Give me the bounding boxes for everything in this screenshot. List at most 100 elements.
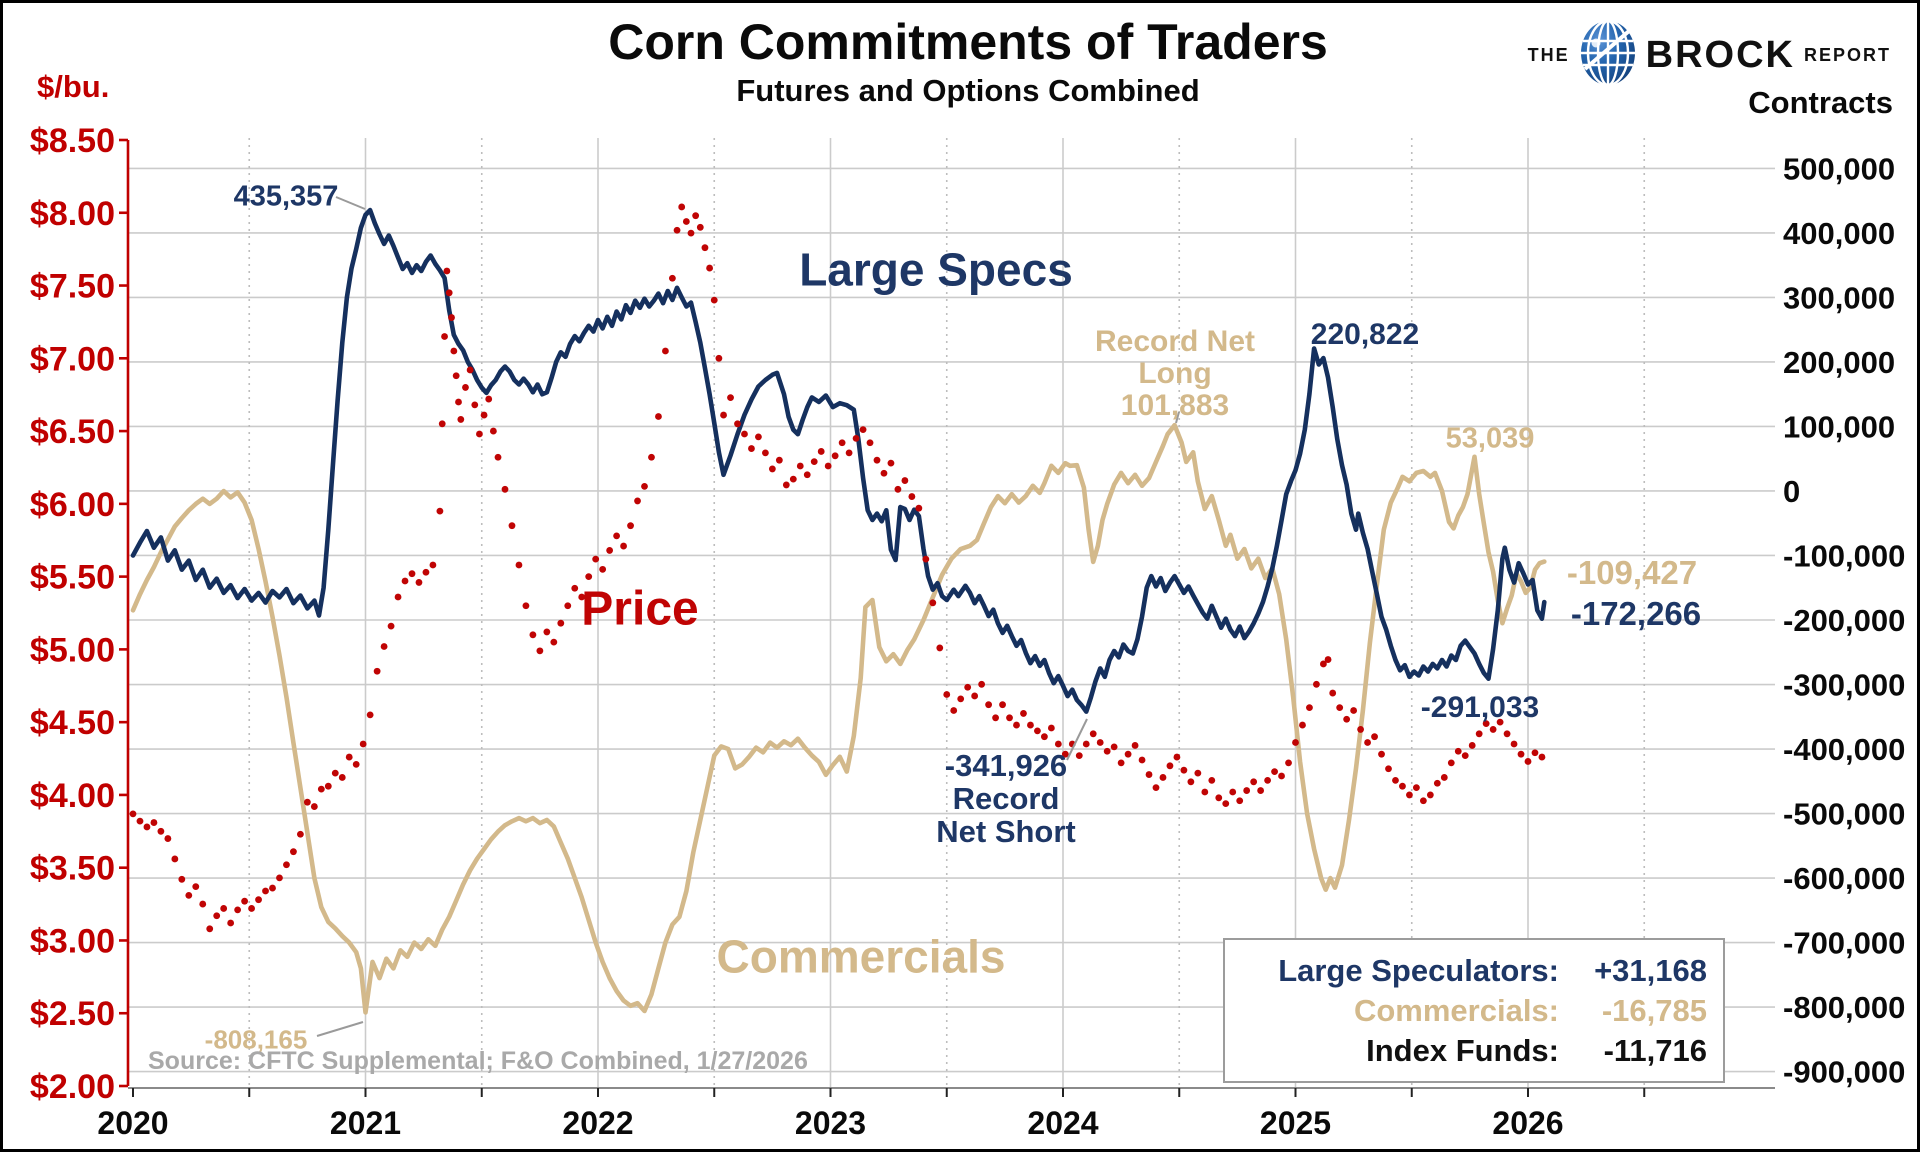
price-dot bbox=[1371, 733, 1378, 741]
price-dot bbox=[234, 906, 242, 914]
legend-row-index-funds: Index Funds: -11,716 bbox=[1235, 1035, 1707, 1066]
price-dot bbox=[1343, 715, 1351, 723]
price-dot bbox=[171, 855, 179, 863]
right-axis-tick-label: 300,000 bbox=[1783, 280, 1895, 315]
price-dot bbox=[1461, 752, 1469, 760]
price-dot bbox=[634, 497, 641, 505]
price-dot bbox=[387, 622, 395, 630]
price-dot bbox=[592, 555, 600, 563]
price-dot bbox=[950, 707, 958, 714]
price-dot bbox=[331, 769, 339, 777]
price-dot bbox=[662, 347, 669, 355]
legend-box: Large Speculators: +31,168 Commercials: -16… bbox=[1223, 938, 1725, 1083]
price-dot bbox=[1236, 797, 1244, 805]
left-axis-title: $/bu. bbox=[37, 69, 110, 104]
price-dot bbox=[1524, 758, 1532, 765]
annotation-record-net-short: Record bbox=[953, 781, 1060, 816]
left-axis-tick-label: $8.50 bbox=[30, 122, 115, 160]
annotation-peak-435357: 435,357 bbox=[234, 180, 339, 212]
price-dot bbox=[1406, 791, 1413, 799]
x-axis-label: 2026 bbox=[1492, 1105, 1563, 1141]
legend-value: -11,716 bbox=[1603, 1033, 1707, 1068]
right-axis-tick-label: -500,000 bbox=[1783, 797, 1905, 832]
legend-row-commercials: Commercials: -16,785 bbox=[1235, 995, 1707, 1026]
price-dot bbox=[1180, 766, 1188, 774]
source-note: Source: CFTC Supplemental; F&O Combined,… bbox=[148, 1047, 808, 1075]
price-dot bbox=[1496, 718, 1504, 726]
price-dot bbox=[1166, 762, 1174, 770]
cot-chart-plot: 2020 2021 2022 2023 2024 2025 2026 $8.50 $8.00 $7… bbox=[30, 122, 1905, 1141]
price-dot bbox=[1131, 742, 1139, 749]
price-dot bbox=[1392, 776, 1399, 784]
price-dot bbox=[480, 411, 488, 419]
price-dot bbox=[283, 861, 290, 869]
price-dot bbox=[1378, 750, 1385, 758]
annotation-record-net-long: 101,883 bbox=[1121, 389, 1229, 422]
price-dot bbox=[443, 267, 451, 275]
price-dot bbox=[1013, 721, 1020, 729]
price-dot bbox=[185, 891, 193, 899]
right-axis-tick-label: 400,000 bbox=[1783, 216, 1895, 251]
price-dot bbox=[908, 493, 916, 500]
price-dot bbox=[1089, 730, 1097, 738]
legend-label: Index Funds: bbox=[1366, 1033, 1559, 1068]
price-dot bbox=[585, 573, 593, 581]
price-dot bbox=[262, 887, 269, 895]
price-dot bbox=[1313, 680, 1320, 688]
price-dot bbox=[710, 296, 718, 304]
price-dot bbox=[578, 593, 586, 601]
price-dot bbox=[1357, 726, 1364, 733]
price-dot bbox=[471, 401, 479, 409]
price-dot bbox=[297, 830, 304, 838]
price-dot bbox=[1426, 791, 1434, 799]
price-dot bbox=[1447, 759, 1455, 767]
price-dot bbox=[1320, 660, 1327, 668]
price-dot bbox=[276, 874, 283, 882]
price-dot bbox=[985, 701, 992, 709]
price-dot bbox=[1271, 768, 1278, 776]
annotation-end-large-specs: -172,266 bbox=[1571, 595, 1701, 632]
price-dot bbox=[1454, 747, 1462, 755]
price-dot bbox=[227, 919, 235, 927]
price-dot bbox=[715, 354, 723, 362]
price-dot bbox=[366, 711, 374, 719]
price-dot bbox=[466, 366, 474, 374]
x-axis-label: 2022 bbox=[562, 1105, 633, 1141]
price-dot bbox=[129, 810, 137, 818]
price-dot bbox=[408, 570, 416, 578]
right-axis-tick-label: -600,000 bbox=[1783, 861, 1905, 896]
price-dot bbox=[971, 692, 979, 700]
price-dot bbox=[571, 584, 579, 592]
x-axis-label: 2023 bbox=[795, 1105, 866, 1141]
left-axis-tick-label: $2.00 bbox=[30, 1068, 115, 1106]
price-dot bbox=[1110, 743, 1118, 751]
price-dot bbox=[929, 599, 937, 607]
price-dot bbox=[692, 212, 700, 220]
left-axis-tick-label: $4.50 bbox=[30, 704, 115, 742]
commercials-line bbox=[130, 422, 1547, 1015]
price-dot bbox=[557, 619, 565, 627]
right-axis-tick-label: -300,000 bbox=[1783, 668, 1905, 703]
price-dot bbox=[1299, 721, 1306, 729]
price-dot bbox=[1222, 800, 1230, 808]
price-dot bbox=[1047, 724, 1055, 732]
price-dot bbox=[317, 785, 325, 793]
annotation-connector bbox=[1066, 718, 1088, 761]
price-dot bbox=[755, 433, 762, 441]
price-dot bbox=[1006, 714, 1013, 722]
price-dot bbox=[1103, 747, 1111, 755]
price-dot bbox=[1489, 726, 1497, 733]
price-dot bbox=[1027, 721, 1034, 729]
right-axis-tick-label: -100,000 bbox=[1783, 538, 1905, 573]
price-dot bbox=[655, 413, 662, 420]
price-dot bbox=[894, 485, 902, 493]
price-dot bbox=[213, 912, 221, 920]
annotation-record-net-long: Long bbox=[1138, 357, 1211, 390]
price-dot bbox=[978, 680, 986, 688]
price-dot bbox=[206, 925, 214, 933]
annotation-low-291033: -291,033 bbox=[1421, 691, 1539, 724]
x-axis-label: 2021 bbox=[330, 1105, 401, 1141]
annotation-label-price: Price bbox=[581, 582, 698, 635]
price-dot bbox=[782, 481, 790, 489]
